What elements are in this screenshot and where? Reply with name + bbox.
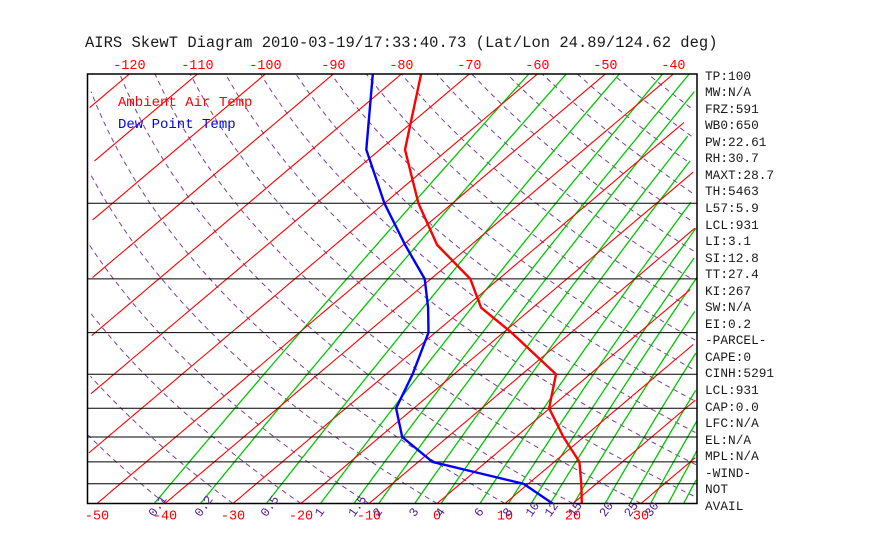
svg-text:-110: -110 xyxy=(181,59,213,74)
svg-text:-30: -30 xyxy=(221,510,245,525)
svg-text:-120: -120 xyxy=(113,59,145,74)
svg-text:-70: -70 xyxy=(457,59,481,74)
svg-text:-50: -50 xyxy=(593,59,617,74)
svg-text:-20: -20 xyxy=(289,510,313,525)
svg-text:-40: -40 xyxy=(661,59,685,74)
svg-text:-50: -50 xyxy=(85,510,109,525)
svg-text:-80: -80 xyxy=(389,59,413,74)
svg-text:-60: -60 xyxy=(525,59,549,74)
svg-text:-100: -100 xyxy=(249,59,281,74)
svg-text:-90: -90 xyxy=(321,59,345,74)
